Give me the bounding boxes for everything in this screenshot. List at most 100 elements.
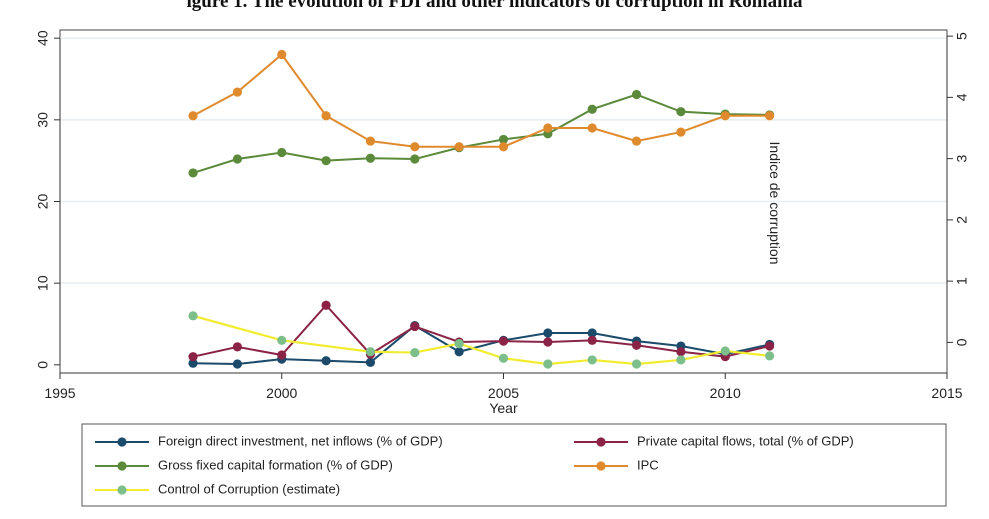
data-point (676, 107, 686, 117)
series-line (193, 324, 770, 366)
data-point (543, 123, 553, 133)
data-point (631, 359, 642, 369)
y2-tick-label: 5 (954, 32, 970, 40)
x-axis-label: Year (489, 400, 518, 416)
data-point (543, 337, 553, 347)
y2-tick-label: 4 (954, 93, 970, 101)
legend-item-2: Private capital flows, total (% of GDP) (574, 433, 854, 448)
data-point (410, 347, 420, 358)
data-point (498, 134, 509, 145)
data-point (365, 357, 376, 367)
legend-label: Private capital flows, total (% of GDP) (637, 433, 854, 448)
data-point (188, 111, 198, 121)
legend-swatch-marker (596, 461, 606, 471)
series-4 (188, 49, 775, 152)
y2-axis-label: Indice de corruption (767, 142, 783, 265)
data-point (765, 341, 775, 351)
data-point (321, 111, 331, 121)
x-axis: 1995 2000 2005 2010 2015 (44, 372, 963, 401)
data-point (631, 340, 642, 350)
data-point (232, 359, 242, 369)
legend-label: Gross fixed capital formation (% of GDP) (158, 457, 393, 472)
data-point (365, 153, 376, 163)
data-point (765, 111, 775, 121)
data-point (188, 352, 198, 362)
data-point (277, 335, 287, 345)
data-point (365, 347, 376, 357)
data-point (587, 335, 597, 345)
series-line (192, 314, 770, 366)
data-point (587, 104, 597, 114)
data-point (676, 355, 686, 365)
data-point (454, 347, 464, 357)
data-point (543, 359, 553, 369)
data-point (232, 154, 242, 164)
series-line (192, 303, 770, 358)
legend-swatch-marker (117, 485, 127, 495)
legend-item-4: IPC (574, 457, 659, 472)
legend-label: Foreign direct investment, net inflows (… (158, 433, 443, 448)
data-point (321, 300, 331, 310)
legend-item-1: Foreign direct investment, net inflows (… (95, 433, 443, 448)
data-point (321, 156, 331, 166)
data-point (365, 136, 376, 146)
data-point (277, 350, 287, 360)
legend (81, 423, 947, 507)
x-tick-label: 2015 (931, 385, 962, 401)
y-tick-label: 40 (35, 30, 51, 46)
data-point (498, 142, 509, 152)
data-point (454, 339, 464, 349)
data-point (410, 321, 420, 332)
legend-swatch-marker (596, 437, 606, 447)
data-point (765, 351, 775, 361)
x-tick-label: 1995 (44, 385, 75, 401)
data-point (277, 147, 287, 158)
data-point (188, 168, 198, 178)
series-line (192, 93, 770, 174)
chart-title-band: igure 1. The evolution of FDI and other … (0, 0, 989, 22)
y2-tick-label: 1 (954, 277, 970, 285)
legend-swatch-marker (117, 461, 127, 471)
data-point (410, 142, 420, 152)
series-line (192, 53, 770, 148)
data-point (454, 142, 464, 152)
y2-tick-label: 2 (954, 216, 970, 224)
data-point (587, 328, 597, 338)
y-tick-label: 10 (35, 275, 51, 291)
legend-swatch-marker (117, 437, 127, 447)
data-point (587, 355, 597, 365)
data-point (232, 342, 242, 352)
data-point (676, 347, 686, 357)
y-tick-label: 20 (35, 194, 51, 210)
y-axis-left: 0 10 20 30 40 (35, 30, 61, 369)
series-layer (188, 49, 775, 369)
y2-tick-label: 0 (954, 338, 970, 346)
x-tick-label: 2010 (710, 385, 741, 401)
x-tick-label: 2005 (488, 385, 519, 401)
data-point (587, 123, 597, 133)
data-point (321, 356, 331, 366)
legend-label: IPC (637, 457, 659, 472)
legend-label: Control of Corruption (estimate) (158, 481, 340, 496)
y2-tick-label: 3 (954, 155, 970, 163)
chart-title: igure 1. The evolution of FDI and other … (186, 0, 803, 12)
y-tick-label: 30 (35, 112, 51, 128)
y-tick-label: 0 (35, 361, 51, 369)
data-point (188, 311, 198, 321)
data-point (631, 136, 642, 146)
data-point (498, 353, 509, 363)
data-point (543, 328, 553, 338)
data-point (498, 336, 509, 346)
data-point (410, 154, 420, 164)
legend-items: Foreign direct investment, net inflows (… (95, 433, 854, 496)
data-point (188, 358, 198, 368)
y-axis-right: 0 1 2 3 4 5 (946, 32, 970, 346)
data-point (720, 346, 730, 356)
x-tick-label: 2000 (266, 385, 297, 401)
data-point (232, 87, 242, 97)
series-5 (188, 311, 775, 369)
data-point (676, 127, 686, 137)
gridlines (60, 37, 947, 284)
data-point (277, 49, 287, 60)
